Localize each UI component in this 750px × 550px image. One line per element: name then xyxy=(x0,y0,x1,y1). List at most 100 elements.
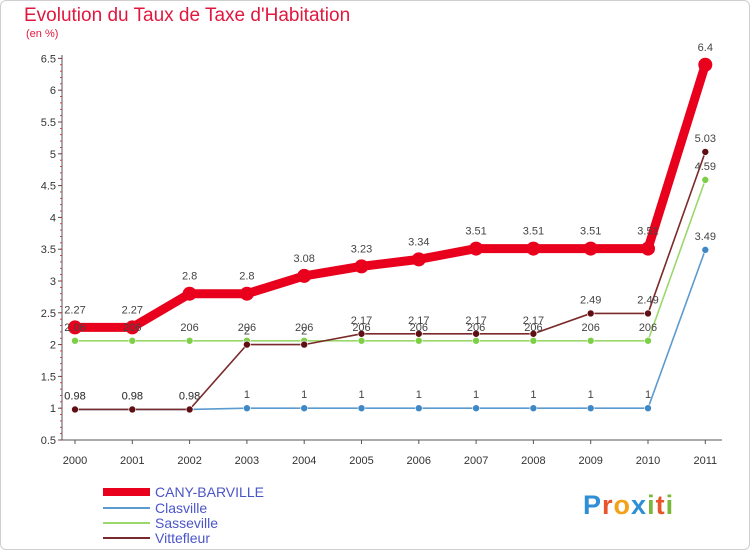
data-label: 2.49 xyxy=(580,294,601,306)
data-point xyxy=(357,329,366,338)
data-point xyxy=(701,246,710,254)
data-label: 1 xyxy=(301,389,307,401)
data-label: 1 xyxy=(588,389,594,401)
x-tick-label: 2004 xyxy=(292,455,316,467)
data-point xyxy=(71,405,79,414)
data-label: 3.08 xyxy=(293,253,314,265)
x-tick-label: 2002 xyxy=(177,455,201,467)
y-tick-label: 2.5 xyxy=(41,308,56,320)
data-label: 5.03 xyxy=(695,133,716,145)
proxiti-logo: Proxiti xyxy=(583,490,675,520)
data-label: 2.8 xyxy=(182,271,197,283)
data-point xyxy=(644,404,652,413)
data-point xyxy=(185,336,194,345)
data-point xyxy=(357,404,366,413)
data-label: 206 xyxy=(582,322,600,334)
data-point xyxy=(586,336,595,345)
data-label: 2.27 xyxy=(64,304,85,316)
data-label: 1 xyxy=(473,389,479,401)
data-label: 2.17 xyxy=(465,315,486,327)
x-tick-label: 2000 xyxy=(63,455,87,467)
data-point xyxy=(644,309,652,318)
data-label: 2 xyxy=(301,326,307,338)
data-label: 3.51 xyxy=(523,226,544,238)
data-label: 206 xyxy=(467,322,485,334)
y-tick-label: 4.5 xyxy=(41,181,56,193)
data-point xyxy=(583,241,598,256)
data-point xyxy=(529,404,538,413)
data-label: 3.34 xyxy=(408,236,429,248)
y-tick-label: 6.5 xyxy=(41,53,56,65)
x-tick-label: 2006 xyxy=(407,455,431,467)
y-tick-label: 6 xyxy=(50,85,56,97)
data-label: 1 xyxy=(416,389,422,401)
data-point xyxy=(243,340,251,349)
chart-title: Evolution du Taux de Taxe d'Habitation xyxy=(24,5,351,26)
data-point xyxy=(472,329,480,338)
data-label: 2.8 xyxy=(239,271,254,283)
data-point xyxy=(300,404,309,413)
y-tick-label: 2 xyxy=(50,340,56,352)
data-point xyxy=(354,259,369,274)
y-tick-label: 5.5 xyxy=(41,117,56,129)
y-tick-label: 1 xyxy=(50,403,56,415)
data-point xyxy=(414,329,423,338)
data-point xyxy=(529,336,538,345)
data-point xyxy=(644,336,652,345)
data-point xyxy=(128,405,137,414)
series-line-cany-barville xyxy=(70,60,710,332)
data-label: 0.98 xyxy=(64,390,85,402)
y-tick-label: 3 xyxy=(50,276,56,288)
data-point xyxy=(357,336,366,345)
data-point xyxy=(529,329,538,338)
data-label: 2.17 xyxy=(523,315,544,327)
y-tick-label: 4 xyxy=(50,212,56,224)
data-point xyxy=(472,404,480,413)
x-tick-label: 2005 xyxy=(349,455,373,467)
y-tick-label: 1.5 xyxy=(41,371,56,383)
data-label: 3.51 xyxy=(580,226,601,238)
data-point xyxy=(701,176,710,184)
y-tick-label: 3.5 xyxy=(41,244,56,256)
data-point xyxy=(641,241,655,256)
data-point xyxy=(701,148,710,156)
legend-label: Vittefleur xyxy=(155,530,210,546)
data-point xyxy=(586,404,595,413)
data-label: 2.17 xyxy=(351,315,372,327)
data-label: 3.49 xyxy=(695,231,716,243)
data-label: 3.51 xyxy=(637,226,658,238)
data-point xyxy=(698,57,713,72)
data-label: 1 xyxy=(530,389,536,401)
data-label: 1 xyxy=(244,389,250,401)
data-point xyxy=(243,404,251,413)
data-label: 206 xyxy=(123,322,141,334)
x-tick-label: 2001 xyxy=(120,455,144,467)
data-point xyxy=(71,336,79,345)
data-label: 206 xyxy=(352,322,370,334)
series-line-clasville xyxy=(74,249,707,411)
chart-subtitle: (en %) xyxy=(26,28,59,40)
data-label: 206 xyxy=(180,322,198,334)
data-label: 206 xyxy=(410,322,428,334)
series-line-vittefleur xyxy=(74,151,707,411)
data-label: 2.49 xyxy=(637,294,658,306)
series-line-sasseville xyxy=(74,179,707,342)
x-tick-label: 2010 xyxy=(636,455,660,467)
data-label: 206 xyxy=(295,322,313,334)
x-tick-label: 2008 xyxy=(521,455,545,467)
data-label: 2.06 xyxy=(64,322,85,334)
data-point xyxy=(185,405,194,414)
data-point xyxy=(414,336,423,345)
data-label: 1 xyxy=(645,389,651,401)
data-label: 0.98 xyxy=(122,390,143,402)
data-point xyxy=(586,309,595,318)
data-point xyxy=(469,241,484,256)
legend-label: Clasville xyxy=(155,500,207,516)
legend-label: CANY-BARVILLE xyxy=(155,484,264,500)
data-label: 6.4 xyxy=(698,42,713,54)
data-label: 1 xyxy=(358,389,364,401)
data-point xyxy=(300,340,309,349)
x-tick-label: 2009 xyxy=(578,455,602,467)
x-tick-label: 2011 xyxy=(693,455,717,467)
